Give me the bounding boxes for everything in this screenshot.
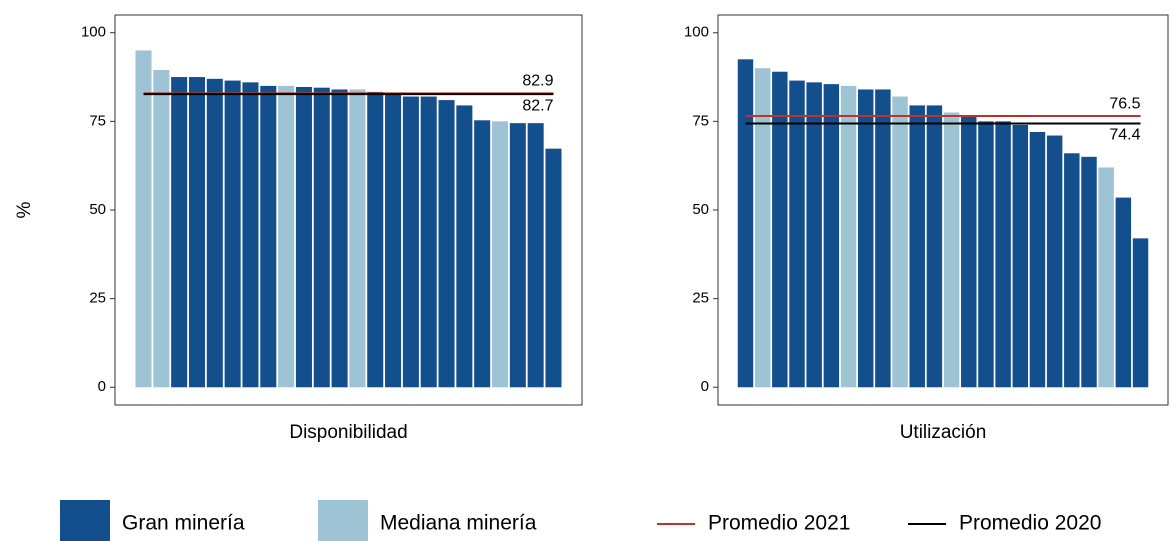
bar — [260, 85, 277, 388]
bar — [961, 116, 977, 388]
bar — [1115, 197, 1132, 388]
y-tick-label: 0 — [701, 378, 709, 395]
bar — [926, 105, 943, 388]
bar — [806, 82, 822, 388]
legend-swatch — [318, 500, 368, 541]
plot-frame — [114, 14, 583, 406]
legend-label: Gran minería — [122, 512, 245, 535]
bar — [789, 80, 805, 388]
bar — [456, 105, 473, 388]
bar — [509, 123, 526, 388]
bar — [1046, 135, 1063, 388]
bar — [474, 120, 491, 388]
bar — [1029, 132, 1046, 388]
y-tick-label: 75 — [692, 112, 709, 129]
bar — [188, 77, 206, 388]
bar — [892, 96, 908, 388]
x-axis-label: Disponibilidad — [289, 422, 407, 443]
y-tick-label: 25 — [89, 290, 106, 307]
bar — [1132, 238, 1149, 388]
x-axis-label: Utilización — [900, 422, 987, 443]
bar — [331, 89, 348, 388]
y-tick-label: 0 — [98, 378, 106, 395]
bar — [349, 89, 366, 388]
reference-label: 74.4 — [1109, 127, 1140, 144]
y-tick-label: 100 — [684, 24, 709, 41]
y-tick-label: 50 — [692, 201, 709, 218]
bar — [438, 100, 455, 388]
legend-label: Promedio 2020 — [959, 512, 1101, 535]
bar — [420, 96, 437, 388]
bar — [857, 89, 874, 388]
bar — [1098, 167, 1114, 388]
y-tick-label: 100 — [81, 24, 106, 41]
bar — [153, 69, 170, 388]
bar — [875, 89, 891, 388]
bar — [1064, 153, 1080, 388]
bar — [402, 96, 419, 388]
bar — [737, 59, 754, 388]
bar — [823, 84, 840, 388]
bar — [840, 85, 857, 388]
bar — [224, 80, 241, 388]
bar — [772, 71, 788, 388]
bar — [1012, 124, 1029, 388]
reference-label: 76.5 — [1109, 95, 1140, 112]
legend-label: Promedio 2021 — [708, 512, 850, 535]
y-tick-label: 75 — [89, 112, 106, 129]
bar — [909, 105, 925, 388]
bar — [206, 78, 223, 388]
bar — [171, 77, 188, 388]
bar — [491, 121, 509, 388]
bar — [242, 82, 259, 388]
y-tick-label: 25 — [692, 290, 709, 307]
bar — [527, 123, 544, 388]
bar — [545, 148, 562, 388]
bar — [1081, 156, 1097, 388]
bar — [278, 85, 295, 388]
reference-label: 82.9 — [522, 73, 553, 90]
legend-label: Mediana minería — [380, 512, 537, 535]
legend-swatch — [60, 500, 110, 541]
bar — [978, 121, 994, 388]
bar — [385, 94, 402, 388]
bar — [943, 112, 960, 388]
bar — [995, 121, 1011, 388]
bar — [295, 86, 312, 388]
bar — [313, 87, 330, 388]
bar — [754, 68, 771, 388]
y-tick-label: 50 — [89, 201, 106, 218]
plot-frame — [717, 14, 1169, 406]
bar — [367, 91, 384, 388]
y-axis-label: % — [14, 201, 35, 218]
bar — [135, 50, 152, 388]
reference-label: 82.7 — [522, 97, 553, 114]
